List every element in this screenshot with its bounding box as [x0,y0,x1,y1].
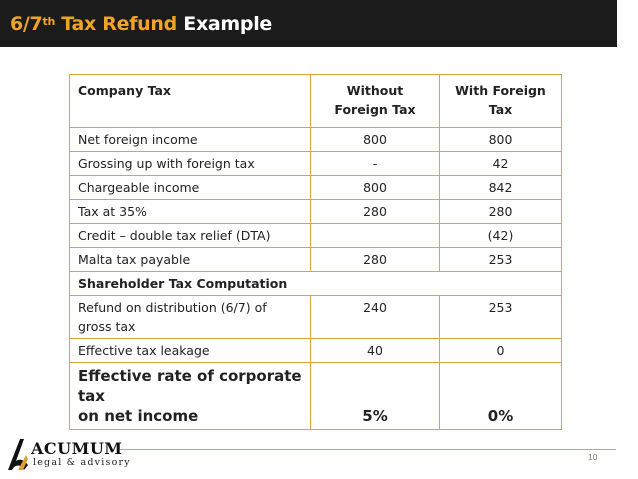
logo-text: ACUMUM [31,439,123,458]
row-without-value: 800 [310,127,440,152]
table-row: Effective tax leakage 40 0 [69,338,562,363]
header-company-tax: Company Tax [69,74,311,128]
logo-subtext: legal & advisory [33,457,131,468]
row-label: Net foreign income [69,127,311,152]
row-label: Credit – double tax relief (DTA) [69,223,311,248]
row-label: Tax at 35% [69,199,311,224]
row-with-value: 800 [439,127,562,152]
row-without-value: 240 [310,295,440,339]
final-without-value: 5% [310,362,440,430]
acumum-logo-icon [8,439,28,470]
row-without-value: 280 [310,247,440,272]
table-row: Chargeable income 800 842 [69,175,562,200]
header-without-line2: Foreign Tax [334,102,416,117]
row-without-value: 280 [310,199,440,224]
header-with-foreign-tax: With Foreign Tax [439,74,562,128]
section-header-row: Shareholder Tax Computation [69,271,562,296]
table-row: Tax at 35% 280 280 [69,199,562,224]
row-label: Malta tax payable [69,247,311,272]
final-label: Effective rate of corporate tax on net i… [69,362,311,430]
row-label: Chargeable income [69,175,311,200]
row-label: Effective tax leakage [69,338,311,363]
title-part2: Tax Refund [54,12,184,35]
page-number: 10 [588,452,598,462]
table-row: Malta tax payable 280 253 [69,247,562,272]
row-without-value: 800 [310,175,440,200]
slide-title: 6/7 th Tax Refund Example [0,0,617,47]
table-header-row: Company Tax Without Foreign Tax With For… [69,74,562,128]
row-with-value: 42 [439,151,562,176]
header-without-foreign-tax: Without Foreign Tax [310,74,440,128]
row-without-value: - [310,151,440,176]
table-row: Credit – double tax relief (DTA) (42) [69,223,562,248]
final-with-value: 0% [439,362,562,430]
title-part1: 6/7 [10,12,43,35]
row-with-value: 0 [439,338,562,363]
title-superscript: th [42,15,55,28]
row-label: Grossing up with foreign tax [69,151,311,176]
table-row: Grossing up with foreign tax - 42 [69,151,562,176]
row-without-value: 40 [310,338,440,363]
row-label: Refund on distribution (6/7) of gross ta… [69,295,311,339]
row-with-value: 842 [439,175,562,200]
table-row: Net foreign income 800 800 [69,127,562,152]
row-with-value: (42) [439,223,562,248]
row-without-value [310,223,440,248]
final-label-line2: on net income [78,407,199,425]
row-label-line2: gross tax [78,319,136,334]
section-shareholder-tax: Shareholder Tax Computation [69,271,562,296]
final-row: Effective rate of corporate tax on net i… [69,362,562,430]
row-label-line1: Refund on distribution (6/7) of [78,300,267,315]
tax-table: Company Tax Without Foreign Tax With For… [69,74,562,430]
table-row: Refund on distribution (6/7) of gross ta… [69,295,562,339]
final-label-line1: Effective rate of corporate tax [78,367,302,405]
row-with-value: 280 [439,199,562,224]
header-without-line1: Without [346,83,404,98]
row-with-value: 253 [439,247,562,272]
row-with-value: 253 [439,295,562,339]
footer-divider [120,449,616,450]
title-part3: Example [183,12,273,35]
